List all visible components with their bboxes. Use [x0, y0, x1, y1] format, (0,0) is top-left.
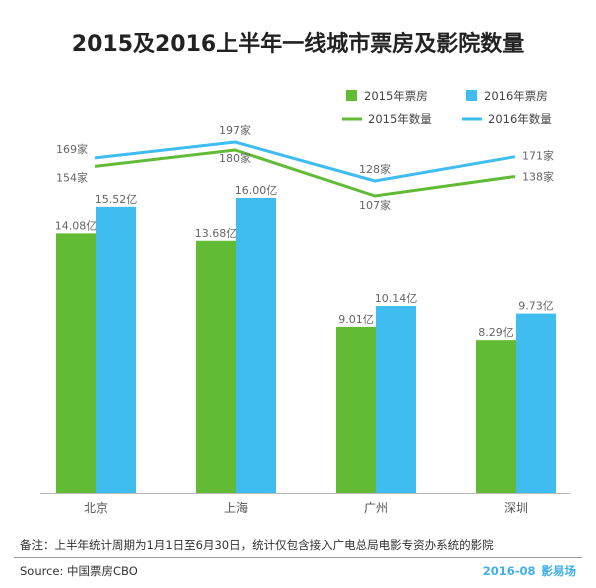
- x-tick-深圳: 深圳: [504, 501, 528, 515]
- x-tick-上海: 上海: [224, 500, 248, 515]
- line-label-2015年数量-深圳: 138家: [522, 169, 554, 183]
- x-tick-北京: 北京: [84, 501, 108, 515]
- legend-label-2016年票房: 2016年票房: [484, 89, 548, 103]
- divider: [14, 557, 582, 558]
- bar-label-2015年票房-北京: 14.08亿: [55, 219, 98, 232]
- bar-2016年票房-北京: [96, 206, 136, 493]
- line-label-2016年数量-广州: 128家: [359, 162, 391, 176]
- line-label-2016年数量-上海: 197家: [219, 123, 251, 137]
- bar-2016年票房-上海: [236, 198, 276, 493]
- x-tick-广州: 广州: [364, 501, 388, 515]
- bar-label-2016年票房-上海: 16.00亿: [235, 184, 278, 197]
- bar-label-2015年票房-上海: 13.68亿: [195, 227, 238, 240]
- bar-label-2016年票房-广州: 10.14亿: [375, 292, 418, 305]
- brand-date: 2016-08: [482, 564, 536, 578]
- bar-2015年票房-上海: [196, 240, 236, 493]
- line-label-2015年数量-上海: 180家: [219, 151, 251, 165]
- bar-label-2016年票房-深圳: 9.73亿: [518, 300, 554, 313]
- bar-label-2016年票房-北京: 15.52亿: [95, 193, 138, 206]
- footnote: 备注：上半年统计周期为1月1日至6月30日，统计仅包含接入广电总局电影专资办系统…: [20, 538, 494, 552]
- line-label-2015年数量-广州: 107家: [359, 198, 391, 212]
- line-series-group: 154家 180家 107家 138家 169家 197家 128家 171家: [56, 123, 554, 212]
- bar-2015年票房-深圳: [476, 340, 516, 493]
- line-label-2016年数量-北京: 169家: [56, 142, 88, 156]
- legend-label-2016年数量: 2016年数量: [488, 112, 552, 126]
- brand-name: 影易场: [541, 564, 577, 578]
- x-tick-labels: 北京 上海 广州 深圳: [84, 500, 528, 515]
- bar-2015年票房-北京: [56, 233, 96, 493]
- legend-swatch-2016年票房: [466, 90, 477, 101]
- source-text: Source: 中国票房CBO: [20, 564, 138, 578]
- legend-swatch-2015年票房: [346, 90, 357, 101]
- bar-series-group: 14.08亿 13.68亿 9.01亿 8.29亿 15.52亿 16.00亿 10.14亿…: [55, 184, 556, 493]
- line-label-2015年数量-北京: 154家: [56, 170, 88, 184]
- brand: 2016-08 影易场: [483, 563, 576, 579]
- line-2015年数量: [94, 148, 516, 198]
- legend-label-2015年数量: 2015年数量: [368, 112, 432, 126]
- bar-2016年票房-深圳: [516, 313, 556, 493]
- bar-2016年票房-广州: [376, 306, 416, 493]
- line-2016年数量: [94, 140, 516, 183]
- legend: 2015年票房 2016年票房 2015年数量 2016年数量: [342, 89, 552, 126]
- line-label-2016年数量-深圳: 171家: [522, 149, 554, 163]
- bar-label-2015年票房-广州: 9.01亿: [338, 313, 374, 326]
- chart-title: 2015及2016上半年一线城市票房及影院数量: [71, 32, 525, 57]
- bar-label-2015年票房-深圳: 8.29亿: [478, 326, 514, 339]
- legend-label-2015年票房: 2015年票房: [364, 89, 428, 103]
- bar-2015年票房-广州: [336, 326, 376, 493]
